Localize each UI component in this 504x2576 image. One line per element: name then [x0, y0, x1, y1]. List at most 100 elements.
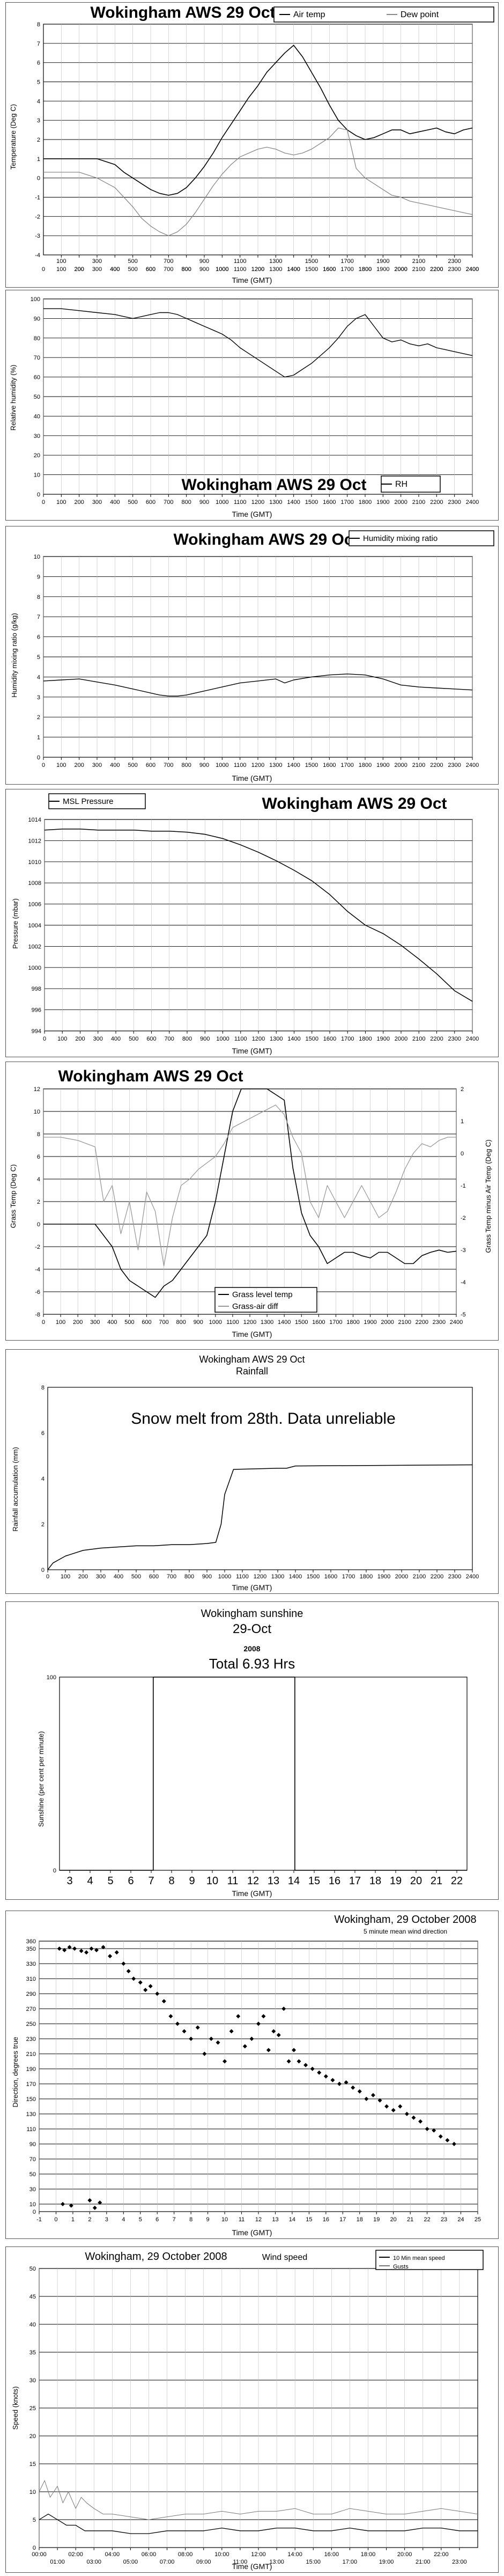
legend: Grass level temp Grass-air diff — [214, 1287, 317, 1313]
x-tick-label-alt: 200 — [74, 266, 84, 273]
x-tick-label-alt: 800 — [181, 266, 191, 273]
y-tick-label: 100 — [31, 296, 40, 303]
legend-label: Grass-air diff — [232, 1302, 278, 1311]
x-tick-label: 2300 — [433, 1319, 446, 1326]
x-tick-label-alt: 400 — [110, 266, 120, 273]
y-tick-label: 20 — [29, 2433, 36, 2440]
y-tick-label: 10 — [34, 1109, 40, 1115]
y-tick-label: 25 — [29, 2405, 36, 2412]
x-tick-label: 1000 — [209, 1319, 222, 1326]
x-tick-label: 1400 — [289, 1574, 302, 1580]
x-tick-label: 1300 — [270, 1036, 283, 1042]
data-point — [72, 1946, 77, 1951]
x-tick-label: 1000 — [218, 1574, 231, 1580]
x-tick-label-alt: 1600 — [323, 266, 336, 273]
x-tick-label: 2000 — [394, 499, 407, 506]
chart-annotation: Total 6.93 Hrs — [209, 1656, 295, 1672]
rainfall-chart: 0 2 4 6 8 0 100 200 300 400 500 600 700 800 900 1000 110… — [11, 1354, 479, 1592]
x-tick-label: 18:00 — [361, 2551, 376, 2558]
x-tick-label: 20:00 — [397, 2551, 412, 2558]
x-tick-label: 700 — [167, 1574, 176, 1580]
x-tick-label: 18 — [357, 2216, 363, 2223]
legend-box — [349, 530, 494, 546]
data-point — [425, 2127, 429, 2131]
x-axis-label: Time (GMT) — [232, 510, 272, 518]
data-point — [126, 1969, 131, 1973]
chart-panel-rainfall: 0 2 4 6 8 0 100 200 300 400 500 600 700 800 900 1000 110… — [5, 1349, 499, 1594]
x-tick-label: 25 — [475, 2216, 481, 2223]
pressure-chart: 9949969981000100210041006100810101012101… — [11, 793, 479, 1055]
data-point — [69, 2203, 73, 2208]
legend-label: MSL Pressure — [63, 797, 113, 806]
x-tick-label: 1700 — [340, 499, 353, 506]
x-axis-label: Time (GMT) — [232, 2228, 272, 2237]
y-tick-label: 10 — [34, 554, 40, 560]
x-tick-label: 13:00 — [269, 2559, 284, 2565]
y-tick-label: 50 — [29, 2171, 36, 2178]
x-tick-label: 12:00 — [251, 2551, 266, 2558]
data-point — [292, 2048, 297, 2052]
series-line-0 — [39, 2513, 478, 2534]
legend-box — [48, 793, 146, 809]
data-point — [451, 2142, 456, 2146]
x-tick-label: 1800 — [359, 266, 372, 273]
x-tick-label: 9 — [206, 2216, 210, 2223]
y-tick-label: 2 — [37, 714, 40, 721]
legend-label: Dew point — [401, 10, 439, 19]
x-tick-label: 2200 — [430, 1036, 443, 1042]
x-tick-label: 2100 — [412, 762, 425, 769]
data-point — [161, 1999, 166, 2003]
plot-frame — [59, 1677, 468, 1871]
y-tick-label: 1008 — [28, 880, 41, 887]
x-tick-label: 2000 — [394, 762, 407, 769]
x-tick-label: 13 — [272, 2216, 278, 2223]
x-tick-label: 9 — [189, 1875, 195, 1887]
data-point — [79, 1949, 84, 1953]
x-tick-label: 24 — [457, 2216, 464, 2223]
x-tick-label: 19 — [373, 2216, 380, 2223]
x-tick-label: 1100 — [236, 1574, 249, 1580]
x-tick-label-alt: 1300 — [269, 266, 282, 273]
x-tick-label: 700 — [164, 258, 173, 265]
x-tick-label-alt: 700 — [164, 266, 173, 273]
y2-tick-label: 1 — [461, 1118, 464, 1125]
x-tick-label: 200 — [74, 499, 84, 506]
x-tick-label: 1200 — [254, 1574, 266, 1580]
y-tick-label: 130 — [26, 2111, 36, 2118]
series-line-0 — [43, 308, 473, 378]
x-axis-label: Time (GMT) — [232, 1330, 272, 1338]
x-tick-label: 900 — [199, 499, 209, 506]
x-tick-label: 1700 — [342, 1574, 355, 1580]
data-point — [92, 2206, 97, 2210]
x-tick-label: 100 — [56, 762, 66, 769]
data-point — [101, 1945, 106, 1950]
chart-title: Wokingham AWS 29 Oct — [262, 795, 447, 813]
x-tick-label: 7 — [173, 2216, 176, 2223]
x-axis-label: Time (GMT) — [232, 1889, 272, 1898]
y-tick-label: 210 — [26, 2051, 36, 2058]
data-point — [189, 2037, 194, 2041]
x-tick-label-alt: 2000 — [394, 266, 407, 273]
y-tick-label: 998 — [32, 986, 41, 992]
x-tick-label: 1400 — [278, 1319, 291, 1326]
x-tick-label: 2400 — [466, 266, 479, 273]
data-point — [182, 2029, 187, 2033]
x-tick-label: 2100 — [398, 1319, 411, 1326]
x-tick-label: 2100 — [413, 1574, 426, 1580]
x-tick-label: 22:00 — [434, 2551, 449, 2558]
y-tick-label: 1 — [37, 735, 40, 741]
y-tick-label: 3 — [37, 118, 40, 124]
y-tick-label: 350 — [26, 1946, 36, 1952]
data-point — [236, 2014, 241, 2018]
x-tick-label: 500 — [128, 762, 137, 769]
chart-subtitle: 5 minute mean wind direction — [364, 1928, 447, 1935]
x-tick-label: 900 — [199, 762, 209, 769]
chart-title: Wokingham AWS 29 Oct — [199, 1354, 305, 1365]
data-point — [445, 2138, 450, 2142]
data-point — [398, 2104, 403, 2109]
x-tick-label-alt: 500 — [128, 266, 137, 273]
x-tick-label-alt: 1100 — [234, 266, 247, 273]
x-tick-label: 01:00 — [50, 2559, 65, 2565]
x-tick-label: 100 — [61, 1574, 70, 1580]
